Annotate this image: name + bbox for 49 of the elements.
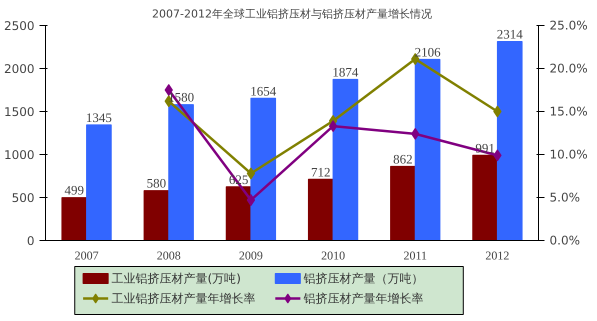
x-tick-label: 2012 (485, 248, 510, 262)
x-tick-label: 2008 (156, 248, 181, 262)
x-tick-label: 2011 (403, 248, 428, 262)
bar (86, 124, 112, 240)
bar (144, 190, 170, 240)
y2-tick-label: 0.0% (550, 234, 580, 248)
y-tick-label: 500 (12, 191, 34, 205)
legend-label: 工业铝挤压材产量(万吨) (112, 272, 241, 286)
data-label: 499 (64, 182, 84, 198)
data-label: 1345 (86, 110, 112, 125)
bar (168, 104, 194, 240)
y2-tick-label: 15.0% (550, 104, 588, 118)
bar (226, 186, 252, 240)
x-tick-label: 2009 (238, 248, 263, 262)
point (246, 167, 256, 180)
data-label: 1874 (332, 64, 359, 80)
x-tick-label: 2010 (321, 248, 346, 262)
bar (390, 166, 416, 240)
data-label: 1654 (250, 83, 277, 98)
y-tick-label: 0 (26, 234, 35, 248)
legend-label: 工业铝挤压材产量年增长率 (112, 292, 256, 306)
y2-tick-label: 10.0% (550, 148, 588, 162)
point (493, 149, 502, 162)
legend-label: 铝挤压材产量（万吨） (302, 272, 424, 286)
point (328, 120, 338, 132)
y-tick-label: 1000 (4, 148, 35, 162)
y2-tick-label: 25.0% (550, 18, 588, 32)
bar (250, 98, 276, 240)
bar (496, 40, 523, 240)
chart-title: 2007-2012年全球工业铝挤压材与铝挤压材产量增长情况 (152, 8, 432, 20)
bar (414, 58, 440, 240)
bar (472, 154, 498, 240)
data-label: 712 (311, 164, 331, 180)
y-tick-label: 2500 (4, 19, 35, 33)
y2-tick-label: 5.0% (550, 190, 580, 204)
data-label: 580 (146, 176, 166, 191)
point (493, 106, 502, 118)
y-tick-label: 2000 (4, 62, 35, 76)
x-tick-label: 2007 (74, 248, 99, 262)
data-label: 2106 (414, 44, 442, 60)
bar (308, 178, 334, 240)
data-label: 862 (393, 151, 413, 166)
bar (332, 78, 358, 240)
legend-label: 铝挤压材产量年增长率 (302, 292, 424, 306)
y-tick-label: 1500 (4, 105, 35, 119)
bar (61, 197, 88, 240)
point (246, 194, 256, 206)
data-label: 2314 (496, 26, 524, 42)
y2-tick-label: 20.0% (550, 62, 588, 76)
